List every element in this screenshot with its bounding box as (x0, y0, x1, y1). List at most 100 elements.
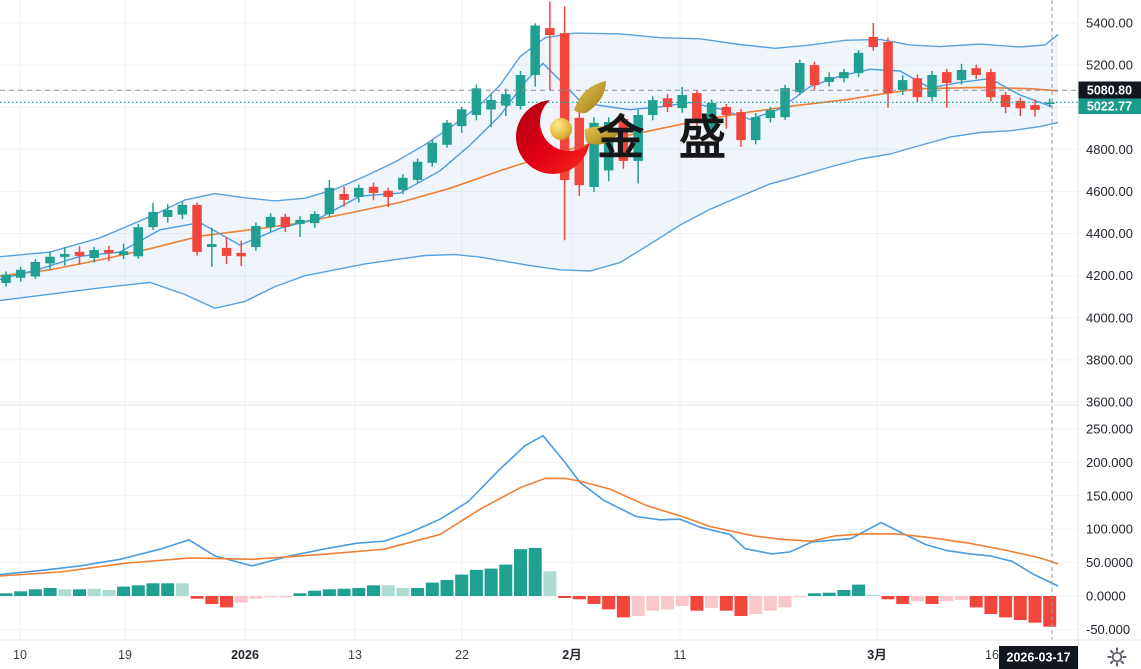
last-price-badge (1078, 81, 1141, 99)
macd-histogram-bar (587, 596, 601, 604)
macd-histogram-bar (837, 590, 851, 596)
price-pane-content (0, 1, 1078, 310)
last-price-badge-text: 5080.80 (1087, 84, 1132, 98)
macd-histogram-bar (161, 583, 175, 596)
macd-histogram-bar (469, 569, 483, 596)
candle-body (309, 214, 320, 224)
candle-body (324, 187, 335, 214)
candle-body (809, 65, 820, 86)
candle-body (427, 142, 437, 163)
candle-body (221, 247, 232, 256)
candle-body (1015, 100, 1025, 109)
macd-histogram-bar (646, 596, 660, 611)
macd-histogram-bar (102, 590, 116, 596)
macd-histogram-bar (514, 549, 527, 596)
candle-body (1, 274, 11, 283)
candle-body (192, 204, 202, 252)
candle-body (15, 269, 26, 278)
indicator-tick-label: 50.0000 (1086, 555, 1133, 570)
macd-histogram-bar (1043, 596, 1057, 627)
macd-histogram-bar (220, 596, 233, 608)
candle-body (236, 252, 246, 257)
date-badge (999, 646, 1078, 669)
candle-body (177, 204, 188, 215)
macd-histogram-bar (558, 596, 572, 598)
candle-body (383, 190, 393, 197)
macd-histogram-bar (28, 589, 42, 596)
time-tick-label: 22 (455, 648, 469, 662)
macd-histogram-bar (43, 588, 57, 596)
macd-histogram-bar (146, 583, 160, 596)
macd-histogram-bar (425, 582, 439, 596)
macd-histogram-bar (190, 596, 204, 599)
macd-histogram-bar (999, 596, 1013, 618)
indicator-pane[interactable] (0, 405, 1078, 640)
candle-body (662, 98, 673, 107)
candle-body (104, 250, 114, 253)
macd-histogram-bar (499, 564, 513, 596)
current-price-badge-text: 5022.77 (1087, 100, 1132, 114)
time-axis[interactable] (0, 640, 1141, 669)
time-tick-label: 2026 (231, 648, 259, 662)
indicator-tick-label: 150.000 (1086, 488, 1133, 503)
macd-histogram-bar (205, 596, 219, 604)
candle-body (133, 227, 143, 257)
candle-body (839, 72, 849, 79)
candle-body (295, 219, 305, 224)
gear-icon[interactable] (1107, 647, 1127, 667)
candle-body (60, 254, 70, 257)
candle-body (706, 103, 717, 130)
macd-histogram-bar (778, 596, 792, 608)
macd-histogram-bar (690, 596, 704, 611)
candle-body (883, 42, 893, 93)
candle-body (207, 244, 217, 247)
macd-histogram-bar (234, 596, 248, 603)
crescent-logo-icon (516, 100, 590, 174)
macd-histogram-bar (881, 596, 895, 600)
candle-body (912, 78, 923, 98)
macd-histogram-bar (440, 580, 454, 596)
macd-histogram-bar (264, 596, 278, 598)
price-tick-label: 5200.00 (1086, 58, 1133, 73)
candle-body (942, 72, 952, 83)
macd-histogram-bar (734, 596, 748, 616)
candle-body (721, 107, 731, 115)
macd-histogram-bar (896, 596, 910, 604)
macd-histogram-bar (719, 596, 733, 611)
candle-body (956, 70, 967, 81)
candle-body (30, 262, 41, 277)
candle-body (501, 94, 511, 106)
date-badge-text: 2026-03-17 (1007, 651, 1071, 665)
macd-histogram-bar (484, 568, 498, 596)
candle-body (280, 216, 291, 227)
candle-body (603, 122, 614, 171)
candle-body (1045, 102, 1055, 104)
indicator-tick-label: 250.000 (1086, 422, 1133, 437)
macd-histogram-bar (352, 588, 366, 596)
macd-histogram-bar (411, 588, 425, 596)
price-tick-label: 4000.00 (1086, 310, 1133, 325)
macd-histogram-bar (602, 596, 616, 610)
time-tick-label: 10 (13, 648, 27, 662)
candle-body (633, 115, 643, 161)
candle-body (530, 25, 540, 75)
macd-dea-line (0, 477, 1059, 577)
macd-histogram-bar (925, 596, 939, 604)
price-tick-label: 4600.00 (1086, 184, 1133, 199)
macd-dif-line (0, 434, 1059, 587)
macd-histogram-bar (1013, 596, 1027, 620)
candle-body (486, 99, 496, 110)
macd-histogram-bar (87, 588, 101, 596)
candle-body (45, 256, 55, 264)
candle-body (853, 52, 864, 74)
macd-histogram-bar (910, 596, 924, 602)
candle-body (368, 186, 379, 193)
macd-histogram-bar (822, 592, 836, 596)
macd-histogram-bar (572, 596, 586, 600)
macd-histogram-bar (293, 593, 307, 596)
macd-histogram-bar (675, 596, 689, 606)
candle-body (515, 75, 526, 106)
gold-leaf-icon (574, 81, 606, 114)
